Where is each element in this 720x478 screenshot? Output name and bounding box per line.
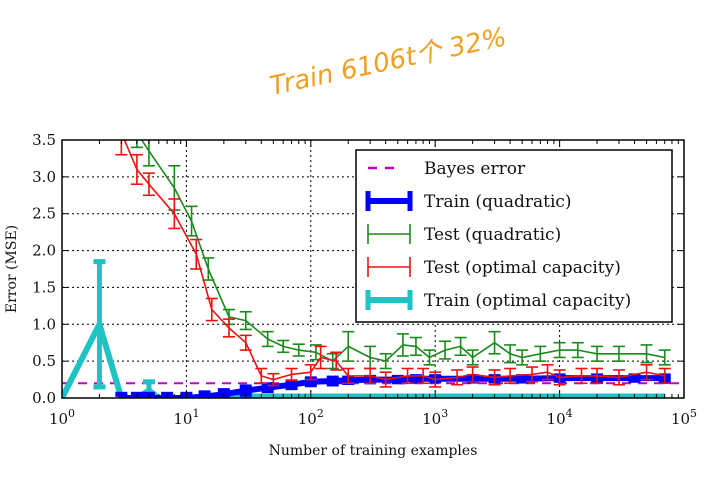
legend-label: Train (quadratic) [424, 192, 572, 212]
legend-label: Test (quadratic) [424, 225, 561, 245]
y-axis-label: Error (MSE) [4, 225, 20, 313]
x-tick-label: 103 [422, 407, 448, 428]
axis-ticks: 0.0 0.5 1.0 1.5 2.0 2.5 3.0 3.5 100 101 102 103 104 1… [32, 131, 697, 428]
series-test-quadratic [130, 140, 671, 370]
legend-label: Bayes error [424, 159, 526, 179]
x-axis-label: Number of training examples [269, 443, 478, 459]
legend-item: Bayes error [368, 159, 526, 179]
x-tick-label: 102 [298, 407, 324, 428]
y-tick-label: 1.0 [32, 315, 56, 333]
handwritten-annotation-text: Train 6106t个 32% [267, 22, 509, 101]
legend-label: Train (optimal capacity) [424, 291, 631, 311]
y-tick-label: 0.5 [32, 352, 56, 370]
train-quadratic-line [121, 375, 665, 398]
y-tick-label: 3.0 [32, 168, 56, 186]
y-tick-label: 3.5 [32, 131, 56, 149]
x-tick-label: 105 [671, 407, 697, 428]
series-train-optimal-capacity [62, 259, 665, 398]
x-tick-label: 101 [173, 407, 199, 428]
series-test-optimal-capacity [115, 140, 671, 388]
test-optimal-capacity-line [123, 140, 665, 381]
handwritten-annotation: Train 6106t个 32% [267, 22, 509, 101]
plot-frame [61, 139, 685, 399]
legend-item: Train (optimal capacity) [365, 290, 631, 311]
legend-item: Test (optimal capacity) [367, 257, 621, 278]
legend-item: Test (quadratic) [367, 224, 561, 245]
x-tick-label: 104 [547, 407, 573, 428]
series-layer [62, 140, 684, 398]
y-tick-label: 2.0 [32, 242, 56, 260]
train-optimal-capacity-line [62, 321, 665, 398]
legend: Bayes error Train (quadratic) Test (quadra… [355, 149, 673, 323]
legend-item: Train (quadratic) [365, 191, 572, 212]
y-tick-label: 0.0 [32, 389, 56, 407]
test-quadratic-line [140, 140, 665, 362]
y-tick-label: 2.5 [32, 205, 56, 223]
x-tick-label: 100 [49, 407, 75, 428]
y-tick-label: 1.5 [32, 278, 56, 296]
legend-label: Test (optimal capacity) [424, 258, 621, 278]
